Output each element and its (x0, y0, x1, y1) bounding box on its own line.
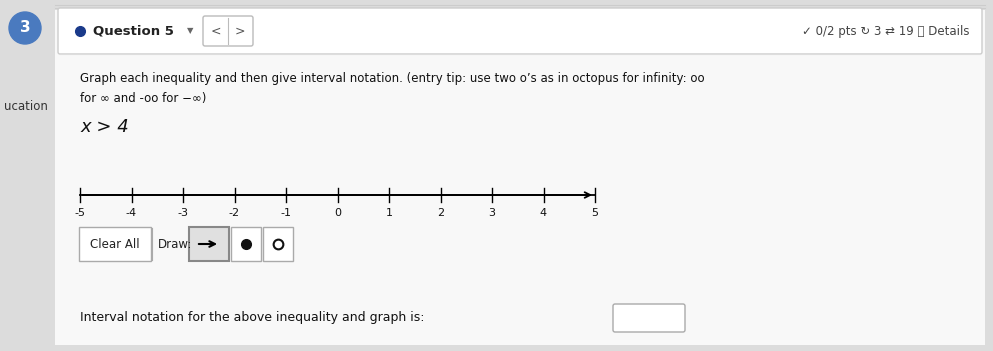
Text: Clear All: Clear All (90, 238, 140, 251)
Text: <: < (211, 25, 221, 38)
Text: -2: -2 (229, 208, 240, 218)
Text: ▼: ▼ (187, 26, 194, 35)
Text: Draw:: Draw: (158, 238, 193, 251)
Text: Question 5: Question 5 (93, 25, 174, 38)
FancyBboxPatch shape (79, 227, 151, 261)
Text: ✓ 0/2 pts ↻ 3 ⇄ 19 ⓘ Details: ✓ 0/2 pts ↻ 3 ⇄ 19 ⓘ Details (802, 25, 970, 38)
Text: 5: 5 (592, 208, 599, 218)
Text: x > 4: x > 4 (80, 118, 129, 136)
Circle shape (9, 12, 41, 44)
Text: 0: 0 (334, 208, 341, 218)
Text: -5: -5 (74, 208, 85, 218)
Text: ucation: ucation (4, 100, 48, 113)
FancyBboxPatch shape (613, 304, 685, 332)
Text: 1: 1 (385, 208, 392, 218)
FancyBboxPatch shape (58, 8, 982, 54)
Text: 3: 3 (20, 20, 31, 35)
Text: -3: -3 (178, 208, 189, 218)
Text: 2: 2 (437, 208, 444, 218)
FancyBboxPatch shape (203, 16, 253, 46)
Text: Interval notation for the above inequality and graph is:: Interval notation for the above inequali… (80, 311, 424, 325)
Text: 3: 3 (489, 208, 496, 218)
Text: -4: -4 (126, 208, 137, 218)
Text: -1: -1 (280, 208, 292, 218)
FancyBboxPatch shape (231, 227, 261, 261)
Text: for ∞ and -oo for −∞): for ∞ and -oo for −∞) (80, 92, 207, 105)
FancyBboxPatch shape (189, 227, 229, 261)
FancyBboxPatch shape (263, 227, 293, 261)
FancyBboxPatch shape (55, 10, 985, 345)
Text: Graph each inequality and then give interval notation. (entry tip: use two o’s a: Graph each inequality and then give inte… (80, 72, 705, 85)
Text: >: > (234, 25, 245, 38)
Text: 4: 4 (540, 208, 547, 218)
